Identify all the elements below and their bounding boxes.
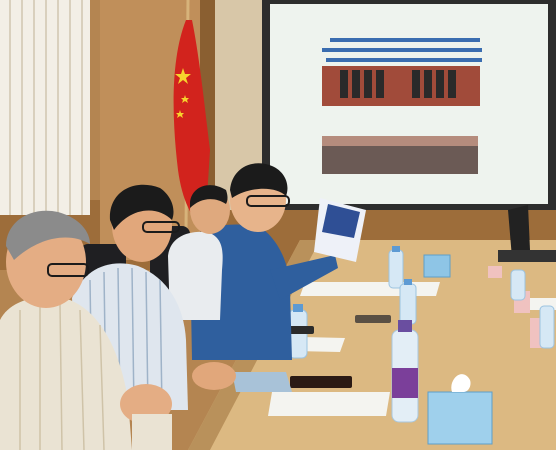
person-glasses-back [168,185,230,320]
water-bottles [288,246,555,423]
person-front-left [0,210,172,450]
curtain-folds [9,0,83,215]
laptop [508,205,530,258]
tissue-boxes [423,254,493,445]
flag-stars [175,68,191,118]
slide-photo-bottom-band [322,136,478,146]
slide-photo-people [340,70,456,98]
glasses-cloth [232,372,292,392]
slide-title-lines [322,38,482,62]
laptop-base [498,250,556,262]
